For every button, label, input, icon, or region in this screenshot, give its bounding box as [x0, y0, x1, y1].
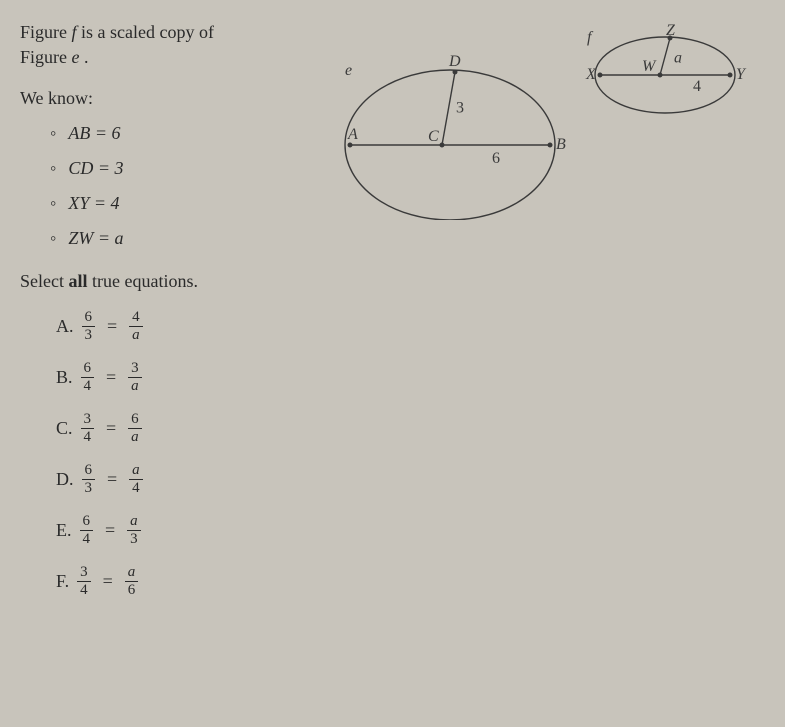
svg-text:e: e — [345, 62, 352, 79]
option-c-frac1: 34 — [81, 412, 95, 445]
option-e-frac2: a3 — [127, 514, 141, 547]
option-d-frac1: 63 — [82, 463, 96, 496]
option-b-frac1: 64 — [81, 361, 95, 394]
option-e[interactable]: E. 64 = a3 — [56, 514, 765, 547]
svg-text:3: 3 — [456, 100, 464, 117]
diagrams-container: e A B C D 3 6 f X Y W Za4 — [330, 20, 760, 225]
equals-sign: = — [105, 520, 115, 541]
equals-sign: = — [103, 571, 113, 592]
intro-line2-suffix: . — [80, 47, 89, 67]
option-c-label: C. — [56, 418, 73, 439]
option-b-frac2: 3a — [128, 361, 142, 394]
option-f-label: F. — [56, 571, 69, 592]
figure-e: e — [72, 47, 80, 67]
svg-text:6: 6 — [492, 150, 500, 167]
svg-text:C: C — [428, 128, 439, 145]
options-list: A. 63 = 4a B. 64 = 3a C. 34 = 6a D. 63 =… — [20, 310, 765, 598]
option-a[interactable]: A. 63 = 4a — [56, 310, 765, 343]
equals-sign: = — [106, 418, 116, 439]
option-c[interactable]: C. 34 = 6a — [56, 412, 765, 445]
option-a-frac1: 63 — [82, 310, 96, 343]
option-f[interactable]: F. 34 = a6 — [56, 565, 765, 598]
svg-text:W: W — [642, 58, 657, 75]
svg-text:A: A — [347, 126, 358, 143]
option-d-label: D. — [56, 469, 74, 490]
svg-text:a: a — [674, 50, 682, 67]
svg-text:D: D — [448, 53, 461, 70]
option-e-label: E. — [56, 520, 72, 541]
svg-text:Z: Z — [666, 22, 676, 39]
equals-sign: = — [106, 367, 116, 388]
intro-line2-prefix: Figure — [20, 47, 72, 67]
intro-line1-mid: is a scaled copy of — [77, 22, 214, 42]
equals-sign: = — [107, 469, 117, 490]
option-f-frac2: a6 — [125, 565, 139, 598]
svg-text:f: f — [587, 29, 594, 46]
equals-sign: = — [107, 316, 117, 337]
option-b-label: B. — [56, 367, 73, 388]
geometry-diagram: e A B C D 3 6 f X Y W Za4 — [330, 20, 760, 220]
given-zw: ZW = a — [50, 228, 765, 249]
select-instruction: Select all true equations. — [20, 271, 765, 292]
svg-text:4: 4 — [693, 78, 701, 95]
option-d[interactable]: D. 63 = a4 — [56, 463, 765, 496]
intro-text: Figure f is a scaled copy of Figure e . — [20, 20, 280, 70]
intro-line1-prefix: Figure — [20, 22, 72, 42]
option-b[interactable]: B. 64 = 3a — [56, 361, 765, 394]
option-a-label: A. — [56, 316, 74, 337]
option-c-frac2: 6a — [128, 412, 142, 445]
svg-text:Y: Y — [736, 66, 747, 83]
option-f-frac1: 34 — [77, 565, 91, 598]
option-e-frac1: 64 — [80, 514, 94, 547]
option-a-frac2: 4a — [129, 310, 143, 343]
option-d-frac2: a4 — [129, 463, 143, 496]
svg-text:X: X — [585, 66, 597, 83]
svg-text:B: B — [556, 136, 566, 153]
